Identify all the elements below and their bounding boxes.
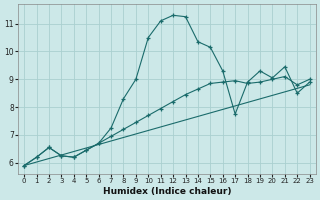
X-axis label: Humidex (Indice chaleur): Humidex (Indice chaleur)	[103, 187, 231, 196]
